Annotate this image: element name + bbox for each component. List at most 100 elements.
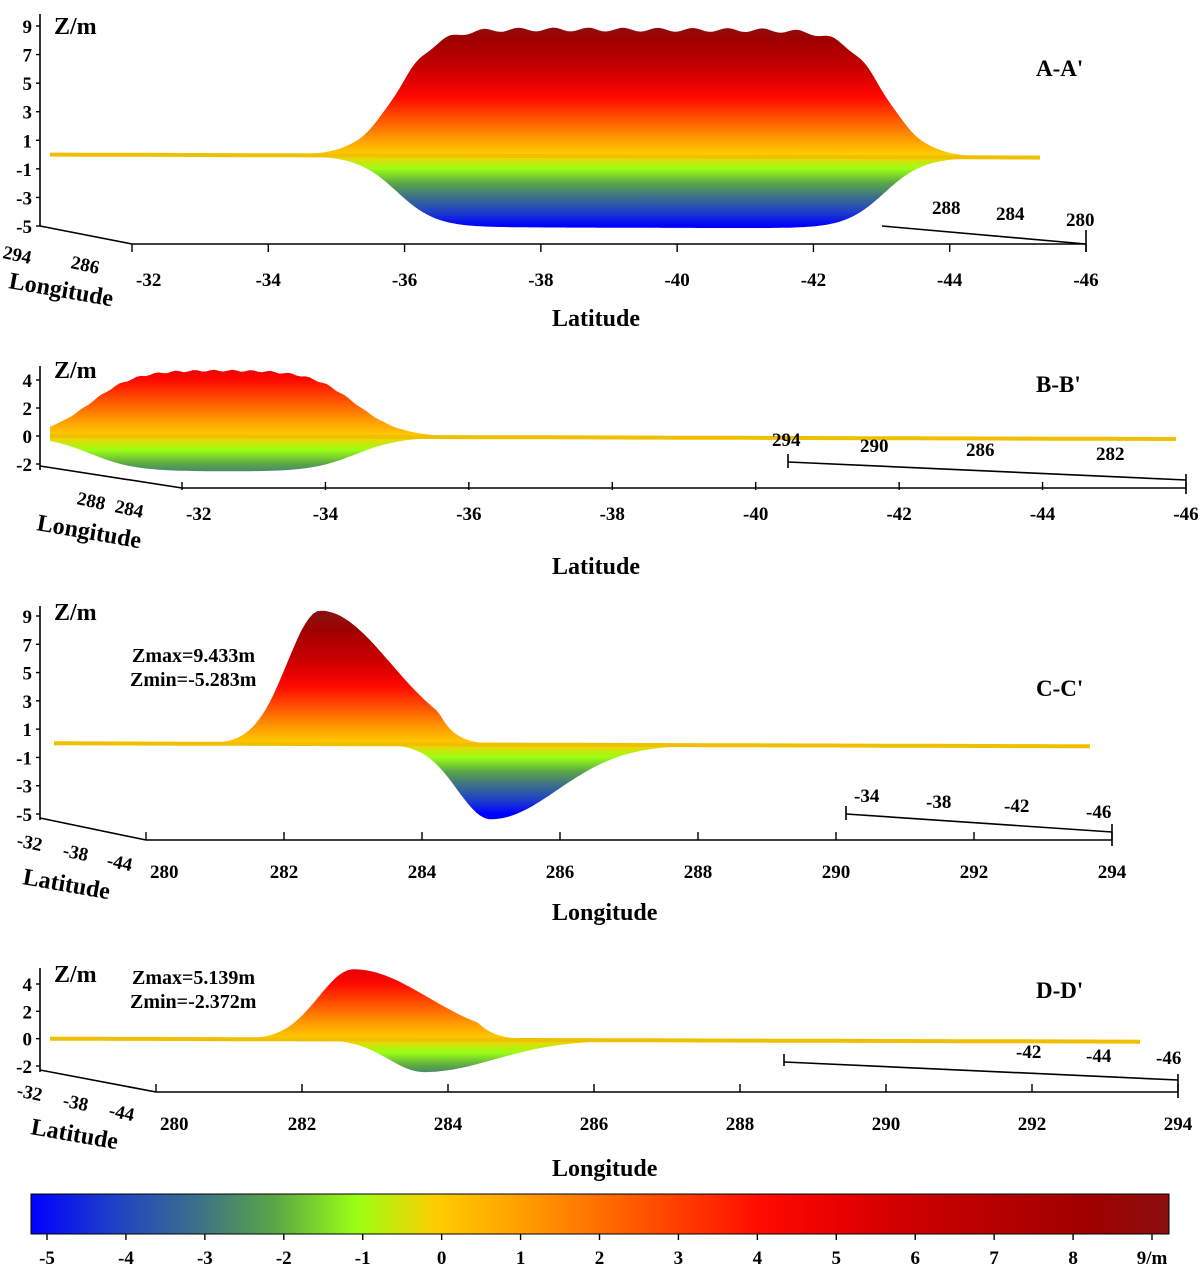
panel-a-y-label: Longitude [7, 268, 116, 312]
panel-c-z-tick-label: -1 [16, 748, 32, 769]
panel-b-label: B-B' [1036, 372, 1081, 397]
colorbar-tick-label: 5 [832, 1248, 842, 1269]
panel-a-z-tick-label: 5 [23, 74, 33, 95]
panel-a-z-tick-label: -1 [16, 160, 32, 181]
panel-b-x-tick-label: -44 [1030, 504, 1056, 525]
panel-b-negative-surface [50, 436, 1176, 472]
colorbar-tick-label: 1 [516, 1248, 526, 1269]
panel-d: 4 2 0 -2 280 282 284 286 288 290 292 294 Z/m Zmax=5… [15, 962, 1193, 1182]
panel-d-x-tick-label: 288 [726, 1114, 755, 1135]
panel-d-z-label: Z/m [54, 962, 97, 988]
panel-d-y-tick-left: -38 [61, 1090, 90, 1116]
panel-c-z-label: Z/m [54, 600, 97, 626]
panel-a-z-tick-label: 9 [23, 17, 33, 38]
panel-a-z-tick-label: -3 [16, 188, 32, 209]
panel-c-y-tick-right: -46 [1086, 802, 1111, 823]
panel-c-label: C-C' [1036, 676, 1083, 701]
panel-d-depth-axis-right [783, 1061, 1179, 1081]
colorbar-tick-label: 8 [1068, 1248, 1078, 1269]
panel-d-depth-axis-left [39, 1069, 157, 1093]
colorbar-tick-label: 2 [595, 1248, 605, 1269]
panel-c-z-tick-label: -5 [16, 805, 32, 826]
panel-d-z-tick-label: 0 [23, 1030, 33, 1051]
panel-b-z-tick-label: -2 [16, 455, 32, 476]
panel-d-x-tick-label: 294 [1164, 1114, 1193, 1135]
panel-c-depth-axis-left [39, 817, 147, 841]
colorbar-tick-label: 6 [910, 1248, 920, 1269]
panel-a-z-tick-label: 1 [23, 131, 33, 152]
panel-a-y-tick-left: 286 [69, 252, 101, 278]
panel-d-x-label: Longitude [552, 1156, 658, 1182]
panel-c-x-tick-label: 288 [684, 862, 713, 883]
panel-c-axes [39, 606, 1113, 846]
panel-a-y-tick-right: 288 [932, 198, 961, 219]
panel-d-y-tick-right: -42 [1016, 1042, 1041, 1063]
colorbar-tick-label: 4 [753, 1248, 763, 1269]
colorbar-tick-label: 9/m [1137, 1248, 1168, 1269]
panel-b-axes [39, 366, 1187, 494]
panel-c-y-tick-right: -42 [1004, 796, 1029, 817]
panel-b-y-tick-left: 284 [113, 496, 146, 523]
panel-b-x-tick-label: -34 [313, 504, 339, 525]
panel-a-y-tick-left: 294 [1, 242, 34, 269]
panel-c-z-tick-label: 9 [23, 607, 33, 628]
panel-d-x-tick-label: 282 [288, 1114, 317, 1135]
panel-b-depth-axis-left [39, 465, 183, 489]
panel-d-axes [39, 968, 1179, 1098]
panel-c-y-tick-left: -38 [61, 840, 90, 866]
panel-c-z-tick-label: 3 [23, 692, 33, 713]
panel-b-x-tick-label: -46 [1173, 504, 1198, 525]
panel-d-x-tick-label: 292 [1018, 1114, 1047, 1135]
panel-b-z-tick-label: 0 [23, 427, 33, 448]
panel-a-z-label: Z/m [54, 14, 97, 40]
colorbar-tick-label: 3 [674, 1248, 684, 1269]
panel-d-negative-surface [50, 1038, 1140, 1073]
panel-b-x-tick-label: -38 [600, 504, 625, 525]
panel-d-x-tick-label: 286 [580, 1114, 609, 1135]
panel-d-x-tick-label: 284 [434, 1114, 463, 1135]
panel-a-x-tick-label: -38 [528, 270, 553, 291]
panel-d-label: D-D' [1036, 978, 1083, 1003]
panel-c-positive-surface [54, 610, 1090, 747]
panel-d-y-tick-right: -44 [1086, 1046, 1112, 1067]
panel-c-zero-ribbon [54, 741, 1091, 749]
panel-a-x-tick-label: -46 [1073, 270, 1098, 291]
panel-d-x-tick-label: 290 [872, 1114, 901, 1135]
panel-a-y-tick-right: 284 [996, 204, 1025, 225]
colorbar-tick-label: -5 [39, 1248, 55, 1269]
panel-d-zmin-annotation: Zmin=-2.372m [130, 991, 257, 1013]
panel-a-y-tick-right: 280 [1066, 210, 1095, 231]
panel-b-x-tick-label: -32 [186, 504, 211, 525]
panel-c-z-tick-label: -3 [16, 777, 32, 798]
panel-a-x-tick-label: -32 [136, 270, 161, 291]
panel-a-x-tick-label: -42 [801, 270, 826, 291]
panel-a-positive-surface [50, 27, 1040, 158]
panel-a-x-tick-label: -44 [937, 270, 963, 291]
panel-b-z-tick-label: 4 [23, 371, 33, 392]
panel-a-negative-surface [50, 154, 1040, 228]
panel-d-zmax-annotation: Zmax=5.139m [132, 967, 255, 989]
panel-c-x-tick-label: 290 [822, 862, 851, 883]
panel-c-y-label: Latitude [21, 864, 113, 905]
panel-d-y-tick-left: -32 [15, 1080, 44, 1106]
panel-c-z-tick-label: 1 [23, 720, 33, 741]
panel-a-x-tick-label: -40 [664, 270, 689, 291]
panel-d-y-tick-right: -46 [1156, 1048, 1181, 1069]
panel-a-z-tick-label: 3 [23, 103, 33, 124]
panel-c-x-tick-label: 286 [546, 862, 575, 883]
panel-a-axes [39, 14, 1087, 252]
panel-b-depth-axis-right [787, 461, 1187, 481]
panel-a-z-tick-label: 7 [23, 46, 33, 67]
panel-a-x-label: Latitude [552, 306, 640, 332]
panel-d-z-tick-label: 4 [23, 975, 33, 996]
panel-c-negative-surface [54, 743, 1090, 820]
panel-d-z-tick-label: 2 [23, 1002, 33, 1023]
panel-c-y-tick-left: -32 [15, 830, 44, 856]
colorbar-tick-label: -4 [118, 1248, 134, 1269]
panel-d-y-tick-left: -44 [107, 1100, 137, 1126]
panel-b-x-tick-label: -40 [743, 504, 768, 525]
panel-a-depth-axis-left [39, 225, 133, 245]
panel-b-x-tick-label: -42 [886, 504, 911, 525]
